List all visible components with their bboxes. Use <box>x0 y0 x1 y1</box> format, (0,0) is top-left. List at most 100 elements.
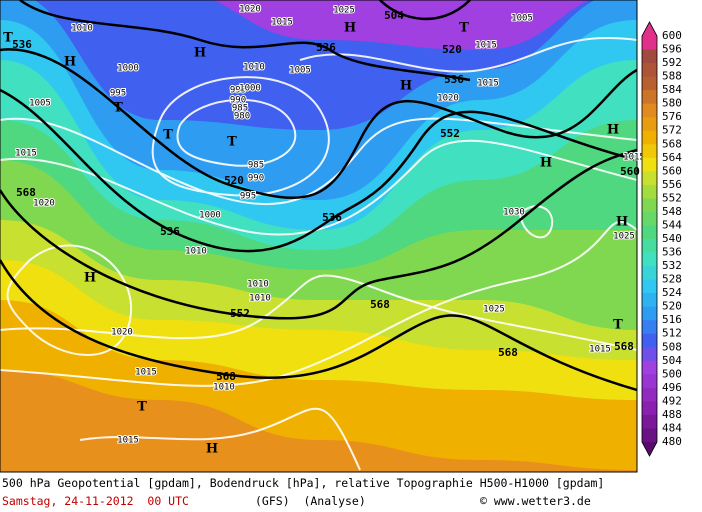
colorbar-swatch <box>642 387 657 402</box>
colorbar-label: 592 <box>662 56 682 69</box>
colorbar-swatch <box>642 49 657 64</box>
colorbar-label: 480 <box>662 435 682 448</box>
geopotential-label: 560 <box>620 165 640 178</box>
isobar-label: 1025 <box>483 305 505 315</box>
colorbar-swatch <box>642 184 657 199</box>
colorbar-swatch <box>642 333 657 348</box>
pressure-center: H <box>616 215 628 230</box>
isobar-label: 1010 <box>247 280 269 290</box>
pressure-center: T <box>3 31 13 46</box>
isobar-label: 1010 <box>71 24 93 34</box>
isobar-label: 1015 <box>271 18 293 28</box>
isobar-label: 1005 <box>289 66 311 76</box>
pressure-center: H <box>194 46 206 61</box>
colorbar-label: 508 <box>662 340 682 353</box>
isobar-label: 995 <box>110 89 126 99</box>
geopotential-label: 520 <box>442 43 462 56</box>
caption-line: 500 hPa Geopotential [gpdam], Bodendruck… <box>2 476 605 490</box>
colorbar-swatch <box>642 157 657 172</box>
colorbar-label: 524 <box>662 286 682 299</box>
isobar-label: 1025 <box>333 6 355 16</box>
colorbar-swatch <box>642 144 657 159</box>
isobar-label: 1010 <box>213 383 235 393</box>
isobar-label: 1005 <box>511 14 533 24</box>
colorbar-label: 600 <box>662 29 682 42</box>
contours <box>0 0 637 471</box>
geopotential-label: 552 <box>230 307 250 320</box>
pressure-center: H <box>64 55 76 70</box>
isobar-label: 1015 <box>477 79 499 89</box>
map-frame <box>0 0 638 473</box>
pressure-center: T <box>137 400 147 415</box>
colorbar-swatch <box>642 103 657 118</box>
colorbar-swatch <box>642 225 657 240</box>
pressure-center: H <box>84 271 96 286</box>
colorbar-arrow-bottom <box>642 442 657 456</box>
colorbar-swatch <box>642 347 657 362</box>
colorbar-swatch <box>642 117 657 132</box>
geopotential-label: 504 <box>384 9 404 22</box>
colorbar-label: 504 <box>662 354 682 367</box>
colorbar-swatch <box>642 76 657 91</box>
colorbar-swatch <box>642 266 657 281</box>
colorbar-swatch <box>642 401 657 416</box>
isobar-label: 1000 <box>199 211 221 221</box>
isobar-label: 1010 <box>243 63 265 73</box>
pressure-center: H <box>607 123 619 138</box>
isobar-label: 1015 <box>623 153 645 163</box>
colorbar-label: 532 <box>662 259 682 272</box>
colorbar-swatch <box>642 320 657 335</box>
isobar-label: 1000 <box>117 64 139 74</box>
colorbar-label: 516 <box>662 313 682 326</box>
isobar-label: 1015 <box>117 436 139 446</box>
pressure-center: T <box>459 21 469 36</box>
isobar-label: 995 <box>240 192 256 202</box>
geopotential-label: 536 <box>444 73 464 86</box>
band <box>212 0 590 50</box>
isobar-label: 1015 <box>589 345 611 355</box>
isobar-label: 1010 <box>249 294 271 304</box>
colorbar-swatch <box>642 414 657 429</box>
geopotential-label: 552 <box>440 127 460 140</box>
isobar-label: 985 <box>248 161 264 171</box>
colorbar-swatch <box>642 90 657 105</box>
isobar-label: 1025 <box>613 232 635 242</box>
colorbar-label: 512 <box>662 327 682 340</box>
colorbar-label: 596 <box>662 43 682 56</box>
geopotential-label: 568 <box>614 340 634 353</box>
colorbar-swatch <box>642 239 657 254</box>
geopotential-label: 568 <box>498 346 518 359</box>
isobar-label: 980 <box>234 112 250 122</box>
colorbar-label: 484 <box>662 421 682 434</box>
isobar-label: 995 <box>230 86 246 96</box>
geopotential-label: 568 <box>216 370 236 383</box>
colorbar-label: 488 <box>662 408 682 421</box>
colorbar-label: 496 <box>662 381 682 394</box>
colorbar-label: 560 <box>662 164 682 177</box>
isobar-label: 1020 <box>437 94 459 104</box>
geopotential-label: 536 <box>160 225 180 238</box>
colorbar-swatch <box>642 211 657 226</box>
geopotential-fill <box>0 0 637 472</box>
colorbar-swatch <box>642 428 657 443</box>
isobar-label: 1020 <box>239 5 261 15</box>
colorbar-label: 580 <box>662 97 682 110</box>
colorbar-label: 548 <box>662 205 682 218</box>
isobar-label: 1020 <box>33 199 55 209</box>
colorbar-label: 528 <box>662 273 682 286</box>
pressure-center: T <box>227 135 237 150</box>
colorbar-label: 520 <box>662 300 682 313</box>
colorbar-label: 540 <box>662 232 682 245</box>
pressure-center: H <box>206 442 218 457</box>
caption-model: (GFS) (Analyse) <box>255 494 366 508</box>
colorbar-swatch <box>642 252 657 267</box>
colorbar-label: 500 <box>662 367 682 380</box>
pressure-center: H <box>344 21 356 36</box>
caption-copyright: © www.wetter3.de <box>480 494 591 508</box>
isobar-label: 1015 <box>135 368 157 378</box>
colorbar-arrow-top <box>642 22 657 36</box>
colorbar-swatch <box>642 171 657 186</box>
pressure-center: T <box>613 318 623 333</box>
